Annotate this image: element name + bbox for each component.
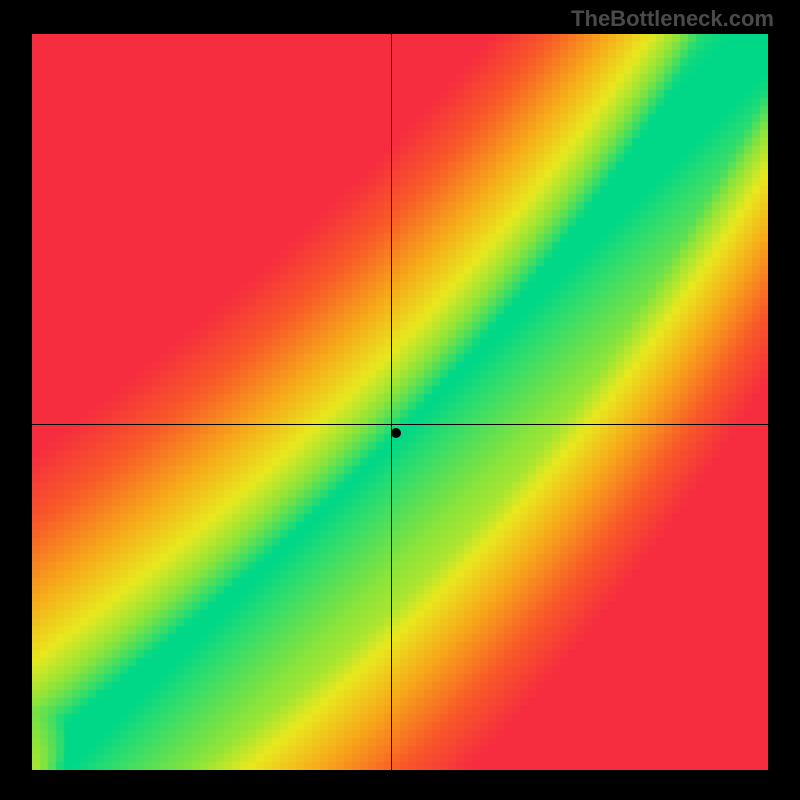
watermark-text: TheBottleneck.com (571, 6, 774, 32)
heatmap-canvas (32, 34, 768, 770)
bottleneck-heatmap (32, 34, 768, 770)
crosshair-horizontal (32, 424, 768, 425)
crosshair-vertical (391, 34, 392, 770)
